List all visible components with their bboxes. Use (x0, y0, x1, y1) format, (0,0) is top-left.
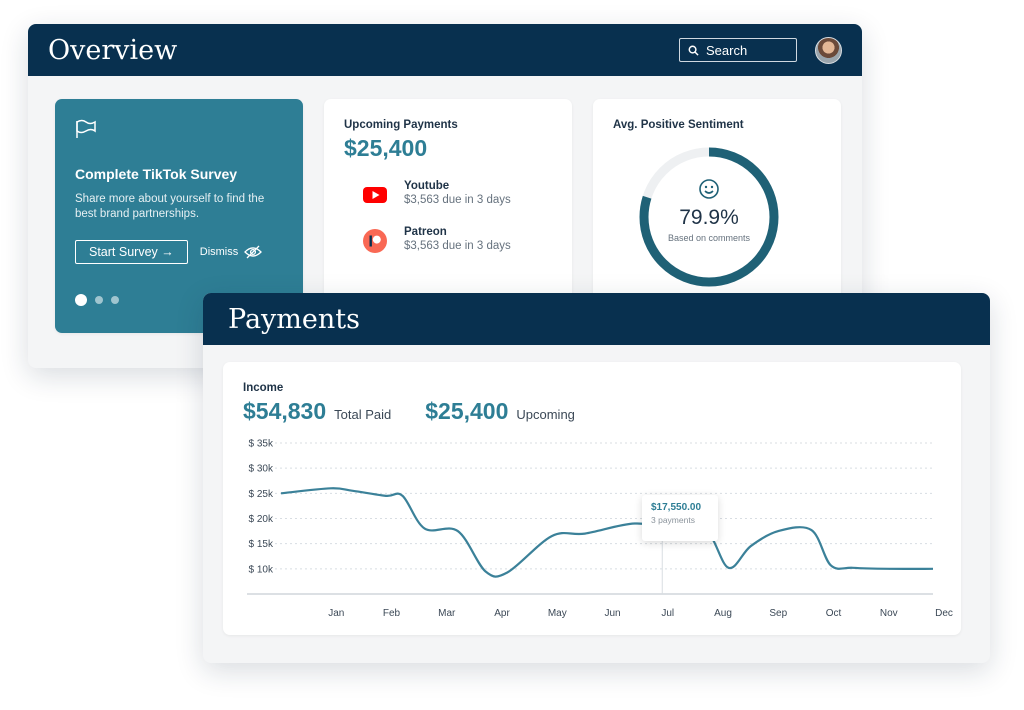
start-survey-button[interactable]: Start Survey → (75, 240, 188, 264)
income-series-line (280, 487, 934, 578)
y-tick-label: $ 25k (249, 489, 274, 500)
y-tick-label: $ 10k (249, 564, 274, 575)
x-tick-label: Jan (328, 608, 344, 619)
search-input[interactable]: Search (679, 38, 797, 62)
payment-detail: $3,563 due in 3 days (404, 194, 511, 206)
payment-name: Patreon (404, 226, 447, 238)
total-paid-label: Total Paid (334, 407, 392, 422)
upcoming-payments-label: Upcoming Payments (344, 119, 458, 131)
x-tick-label: Feb (383, 608, 401, 619)
sentiment-subtitle: Based on comments (667, 232, 751, 243)
tooltip-value: $17,550.00 (651, 502, 702, 513)
overview-title: Overview (48, 34, 178, 66)
search-label: Search (706, 42, 748, 58)
smile-icon (699, 178, 719, 199)
youtube-icon (363, 187, 387, 203)
survey-title: Complete TikTok Survey (75, 166, 238, 182)
total-paid-amount: $54,830 (243, 398, 327, 424)
carousel-dot-1[interactable] (75, 294, 87, 306)
x-tick-label: Aug (714, 608, 732, 619)
y-tick-label: $ 20k (249, 514, 274, 525)
y-tick-label: $ 30k (249, 464, 274, 475)
upcoming-amount: $25,400 (425, 398, 509, 424)
sentiment-gauge (639, 147, 779, 287)
payment-item-patreon[interactable]: Patreon $3,563 due in 3 days (344, 226, 552, 254)
x-tick-label: Dec (935, 608, 953, 619)
carousel-dot-3[interactable] (111, 296, 119, 304)
carousel-dots (75, 294, 119, 306)
sentiment-value: 79.9% (679, 205, 739, 229)
sentiment-gauge-arc (639, 147, 779, 287)
tooltip-subtitle: 3 payments (651, 515, 695, 525)
x-tick-label: Nov (880, 608, 898, 619)
income-card: $ 35k $ 30k $ 25k $ 20k $ 15k $ 10k Jan Feb Mar A… (223, 362, 961, 635)
payments-header: Payments (203, 293, 990, 345)
x-tick-label: Sep (769, 608, 787, 619)
overview-header: Overview Search (28, 24, 862, 76)
income-label: Income (243, 382, 284, 394)
carousel-dot-2[interactable] (95, 296, 103, 304)
y-tick-label: $ 15k (249, 539, 274, 550)
eye-off-icon (244, 245, 263, 259)
payment-item-youtube[interactable]: Youtube $3,563 due in 3 days (344, 180, 552, 208)
sentiment-label: Avg. Positive Sentiment (613, 119, 744, 131)
avatar[interactable] (815, 36, 842, 64)
x-tick-label: Jun (604, 608, 620, 619)
x-tick-label: Apr (494, 608, 510, 619)
payments-title: Payments (228, 303, 360, 335)
upcoming-payments-amount: $25,400 (344, 135, 428, 161)
payments-panel: Payments $ 35k $ 30k $ 25k $ 20k $ 15k $ 10k J… (203, 293, 990, 663)
upcoming-label: Upcoming (516, 407, 575, 422)
dismiss-button[interactable]: Dismiss (200, 245, 263, 259)
patreon-icon (363, 229, 387, 253)
chart-tooltip: $17,550.00 3 payments (642, 495, 718, 541)
x-tick-label: Oct (826, 608, 842, 619)
dismiss-label: Dismiss (199, 246, 239, 258)
flag-icon (76, 119, 96, 138)
income-chart: $ 35k $ 30k $ 25k $ 20k $ 15k $ 10k Jan Feb Mar A… (247, 439, 953, 619)
survey-description: Share more about yourself to find the be… (75, 193, 265, 220)
y-tick-label: $ 35k (249, 439, 274, 450)
payment-detail: $3,563 due in 3 days (404, 240, 511, 252)
payment-name: Youtube (404, 180, 450, 192)
x-tick-label: May (548, 608, 567, 619)
x-tick-label: Mar (438, 608, 456, 619)
search-icon (688, 45, 699, 56)
x-tick-label: Jul (661, 608, 674, 619)
